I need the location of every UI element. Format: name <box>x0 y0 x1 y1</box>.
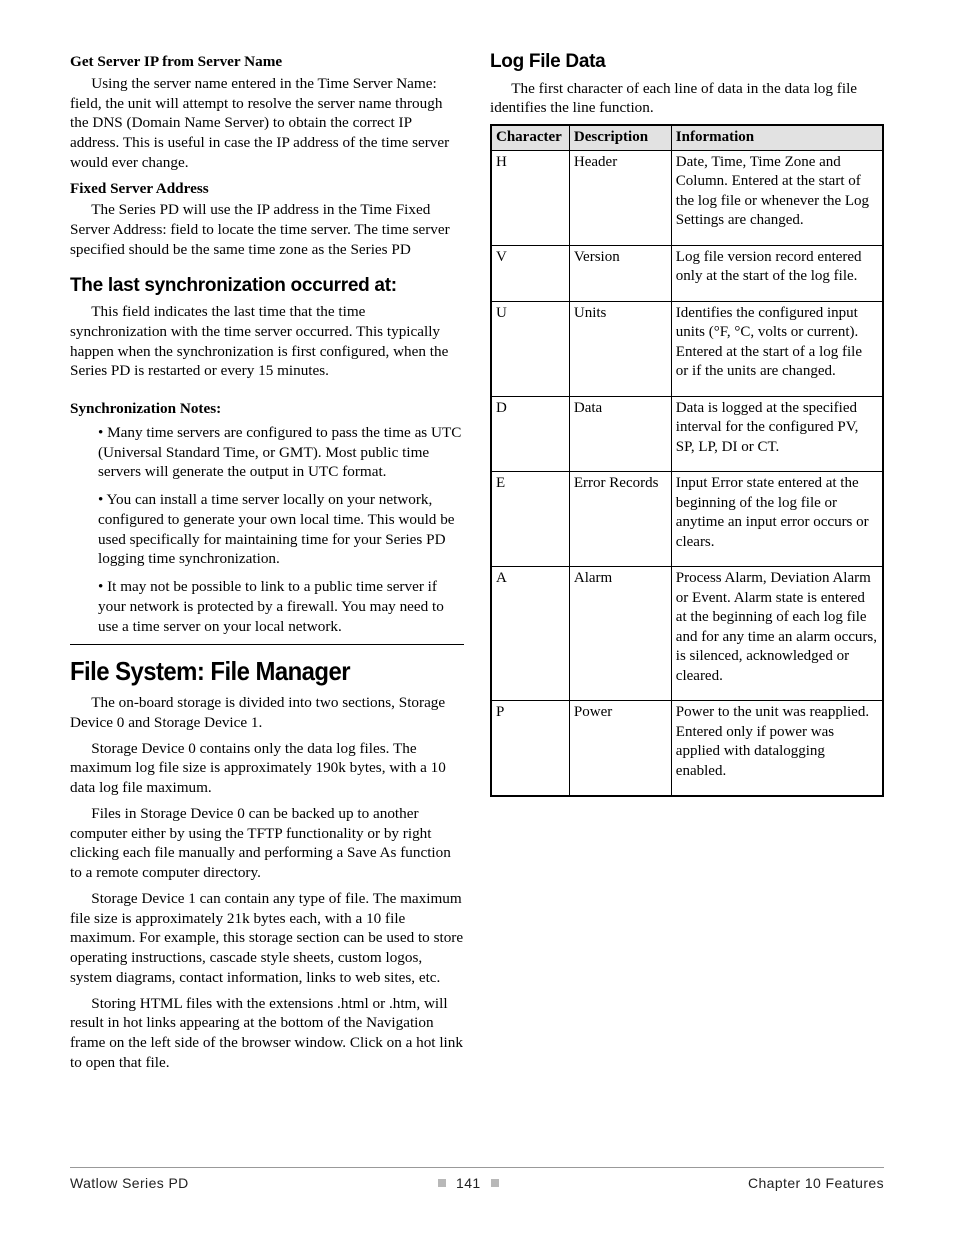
heading-fixed-server-address: Fixed Server Address <box>70 179 464 199</box>
table-row: EError RecordsInput Error state entered … <box>491 472 883 567</box>
paragraph: Storage Device 0 contains only the data … <box>70 739 464 798</box>
cell-character: H <box>491 150 569 245</box>
note-item: • You can install a time server locally … <box>98 490 464 569</box>
sync-notes-list: • Many time servers are configured to pa… <box>70 423 464 637</box>
paragraph: The first character of each line of data… <box>490 79 884 119</box>
paragraph: Using the server name entered in the Tim… <box>70 74 464 173</box>
paragraph: Storage Device 1 can contain any type of… <box>70 889 464 988</box>
cell-information: Input Error state entered at the beginni… <box>671 472 883 567</box>
cell-information: Data is logged at the specified interval… <box>671 396 883 472</box>
cell-description: Version <box>569 245 671 301</box>
paragraph: Storing HTML files with the extensions .… <box>70 994 464 1073</box>
table-row: DDataData is logged at the specified int… <box>491 396 883 472</box>
heading-file-system: File System: File Manager <box>70 655 432 689</box>
cell-description: Power <box>569 701 671 797</box>
cell-description: Alarm <box>569 567 671 701</box>
heading-sync-notes: Synchronization Notes: <box>70 399 464 419</box>
cell-description: Units <box>569 301 671 396</box>
square-icon <box>491 1179 499 1187</box>
cell-character: V <box>491 245 569 301</box>
note-item: • It may not be possible to link to a pu… <box>98 577 464 636</box>
cell-character: E <box>491 472 569 567</box>
left-column: Get Server IP from Server Name Using the… <box>70 50 464 1079</box>
footer-center: 141 <box>438 1174 499 1192</box>
table-row: UUnitsIdentifies the configured input un… <box>491 301 883 396</box>
page-footer: Watlow Series PD 141 Chapter 10 Features <box>70 1167 884 1192</box>
cell-description: Error Records <box>569 472 671 567</box>
cell-information: Process Alarm, Deviation Alarm or Event.… <box>671 567 883 701</box>
table-row: PPowerPower to the unit was reapplied. E… <box>491 701 883 797</box>
footer-right: Chapter 10 Features <box>748 1174 884 1192</box>
cell-information: Date, Time, Time Zone and Column. Entere… <box>671 150 883 245</box>
heading-get-server-ip: Get Server IP from Server Name <box>70 52 464 72</box>
right-column: Log File Data The first character of eac… <box>490 50 884 1079</box>
col-header-character: Character <box>491 125 569 150</box>
table-row: AAlarmProcess Alarm, Deviation Alarm or … <box>491 567 883 701</box>
cell-character: D <box>491 396 569 472</box>
note-item: • Many time servers are configured to pa… <box>98 423 464 482</box>
section-divider <box>70 644 464 645</box>
col-header-information: Information <box>671 125 883 150</box>
col-header-description: Description <box>569 125 671 150</box>
cell-information: Log file version record entered only at … <box>671 245 883 301</box>
cell-character: P <box>491 701 569 797</box>
paragraph: Files in Storage Device 0 can be backed … <box>70 804 464 883</box>
log-file-data-table: Character Description Information HHeade… <box>490 124 884 797</box>
cell-information: Power to the unit was reapplied. Entered… <box>671 701 883 797</box>
cell-character: U <box>491 301 569 396</box>
cell-information: Identifies the configured input units (°… <box>671 301 883 396</box>
table-row: HHeaderDate, Time, Time Zone and Column.… <box>491 150 883 245</box>
footer-left: Watlow Series PD <box>70 1174 189 1192</box>
heading-log-file-data: Log File Data <box>490 50 884 75</box>
paragraph: The on-board storage is divided into two… <box>70 693 464 733</box>
heading-last-sync: The last synchronization occurred at: <box>70 274 464 299</box>
square-icon <box>438 1179 446 1187</box>
table-row: VVersionLog file version record entered … <box>491 245 883 301</box>
paragraph: This field indicates the last time that … <box>70 302 464 381</box>
cell-description: Header <box>569 150 671 245</box>
paragraph: The Series PD will use the IP address in… <box>70 200 464 259</box>
cell-description: Data <box>569 396 671 472</box>
cell-character: A <box>491 567 569 701</box>
page-number: 141 <box>456 1174 481 1192</box>
